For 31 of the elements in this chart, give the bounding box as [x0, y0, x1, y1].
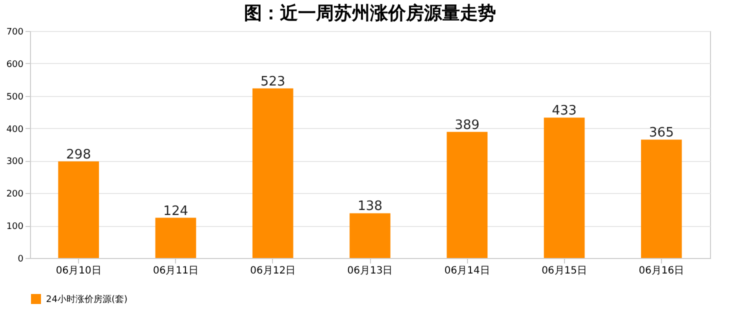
y-tick-label: 600 — [6, 60, 24, 70]
bar — [641, 140, 682, 258]
data-label: 138 — [358, 199, 382, 214]
y-tick-label: 200 — [6, 190, 24, 200]
x-tick-label: 06月10日 — [56, 266, 102, 276]
legend-label: 24小时涨价房源(套) — [46, 294, 128, 305]
y-tick-label: 700 — [6, 28, 24, 38]
bar — [155, 218, 196, 258]
bar — [544, 118, 585, 258]
y-tick-label: 500 — [6, 92, 24, 102]
x-tick-label: 06月12日 — [250, 266, 296, 276]
data-label: 389 — [454, 118, 480, 133]
bar — [58, 161, 99, 258]
data-label: 124 — [163, 204, 188, 219]
y-tick-label: 0 — [18, 254, 24, 264]
x-tick-label: 06月15日 — [542, 266, 588, 276]
y-tick-label: 300 — [6, 157, 24, 168]
data-label: 433 — [552, 104, 577, 119]
data-label: 365 — [649, 126, 674, 141]
bar — [350, 213, 390, 258]
bar — [252, 88, 294, 258]
chart-title: 图：近一周苏州涨价房源量走势 — [244, 3, 496, 24]
x-tick-label: 06月11日 — [152, 266, 198, 276]
x-tick-label: 06月14日 — [444, 266, 490, 276]
data-label: 523 — [260, 74, 286, 90]
x-tick-label: 06月13日 — [347, 266, 393, 276]
bar — [446, 132, 488, 258]
x-tick-label: 06月16日 — [638, 266, 684, 276]
y-tick-label: 100 — [6, 222, 24, 232]
data-label: 298 — [66, 147, 91, 162]
y-tick-label: 400 — [6, 124, 24, 135]
